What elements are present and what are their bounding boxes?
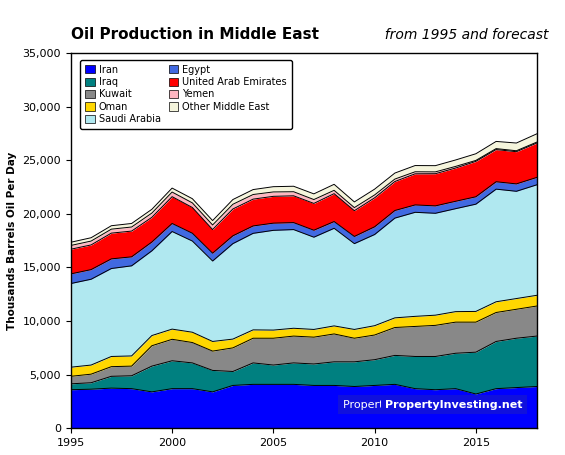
- Text: PropertyInvesting.net: PropertyInvesting.net: [385, 399, 523, 410]
- Y-axis label: Thousands Barrels Oil Per Day: Thousands Barrels Oil Per Day: [7, 152, 17, 330]
- Text: Oil Production in Middle East: Oil Production in Middle East: [71, 27, 319, 42]
- Text: PropertyInvesting.net June 2012: PropertyInvesting.net June 2012: [342, 399, 523, 410]
- Text: from 1995 and forecast: from 1995 and forecast: [376, 28, 549, 42]
- Legend: Iran, Iraq, Kuwait, Oman, Saudi Arabia, Egypt, United Arab Emirates, Yemen, Othe: Iran, Iraq, Kuwait, Oman, Saudi Arabia, …: [80, 60, 292, 129]
